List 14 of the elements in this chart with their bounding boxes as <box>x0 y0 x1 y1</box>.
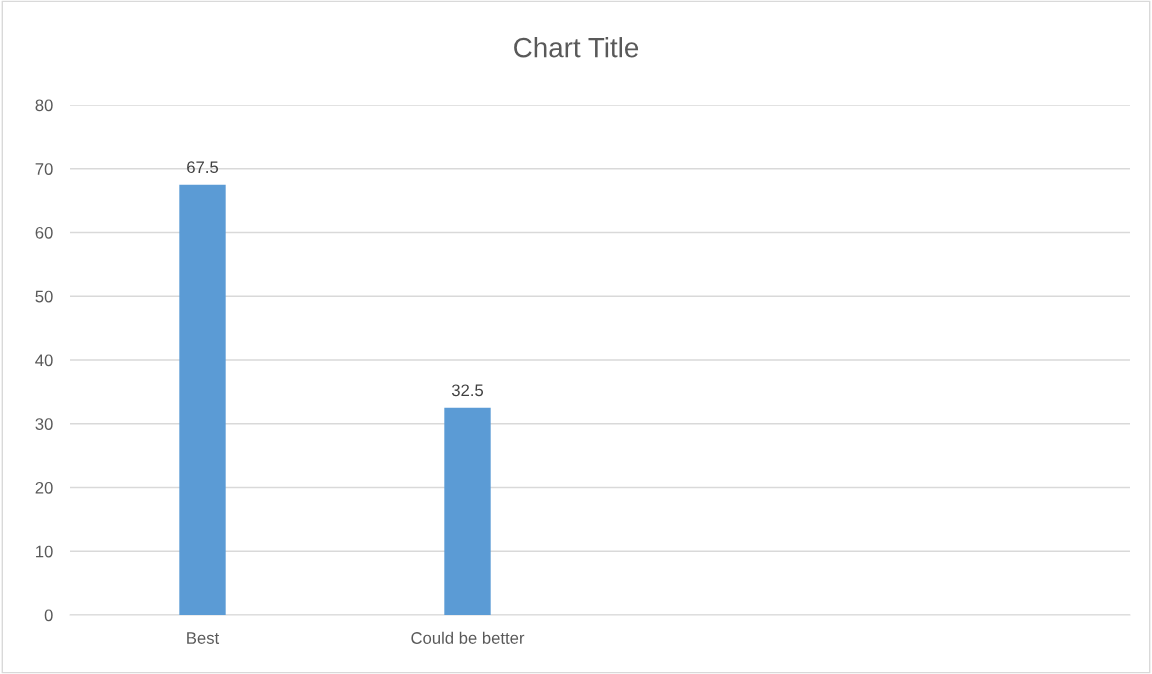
y-tick-label: 60 <box>35 226 53 239</box>
y-tick-label: 80 <box>35 99 53 112</box>
data-label: 67.5 <box>187 161 219 174</box>
y-tick-label: 20 <box>35 481 53 494</box>
y-tick-label: 70 <box>35 163 53 175</box>
y-tick-label: 10 <box>36 545 53 558</box>
x-tick-label: Best <box>187 632 220 644</box>
y-tick-label: 40 <box>35 354 53 367</box>
x-tick-label: Could be better <box>411 631 525 644</box>
chart-title: Chart Title <box>514 37 639 58</box>
y-tick-label: 50 <box>35 290 53 303</box>
y-tick-label: 0 <box>44 609 53 622</box>
y-tick-label: 30 <box>35 418 53 430</box>
data-label: 32.5 <box>451 384 484 397</box>
